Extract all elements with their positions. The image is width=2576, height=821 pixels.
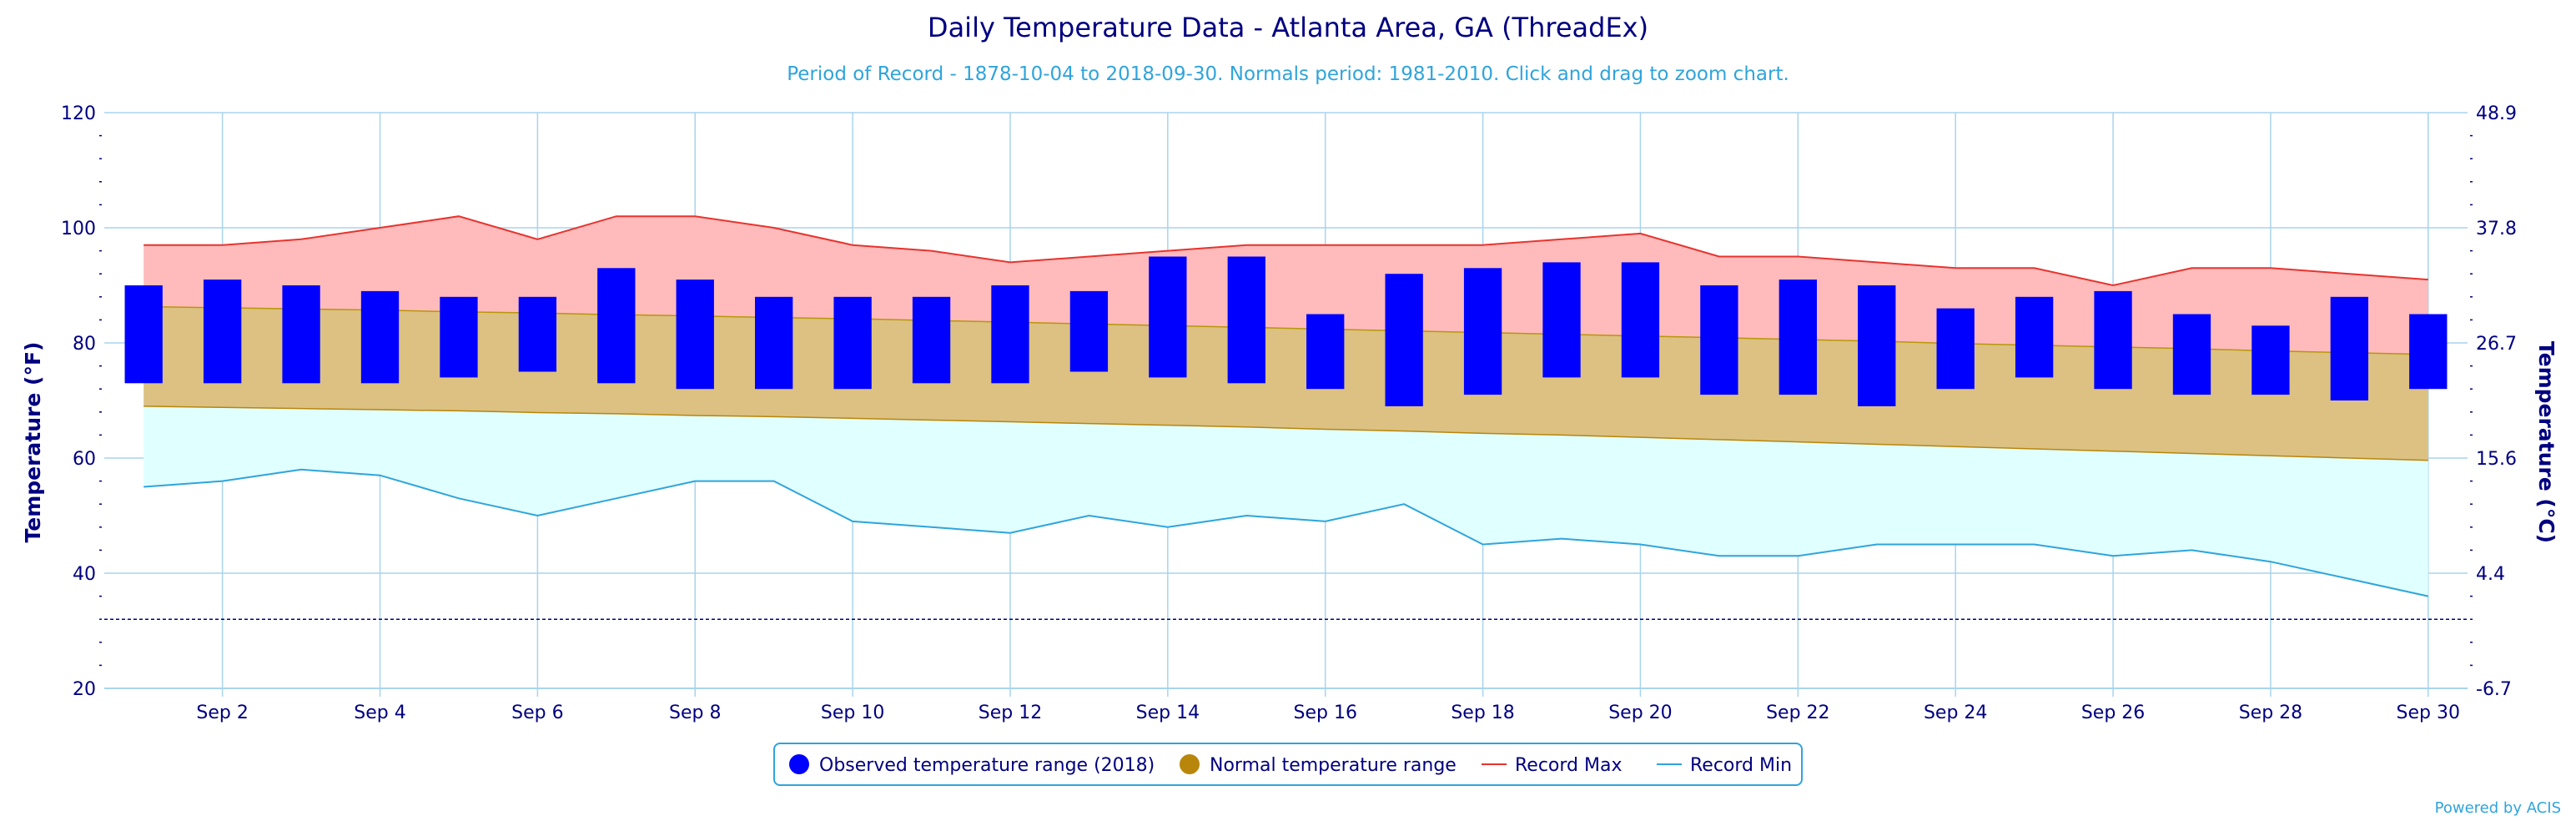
record-max-line [143,215,2428,287]
axes: Sep 2 Sep 4 Sep 6 Sep 8 Sep 10 Sep 12 Sep 14 Se… [61,103,2517,723]
y-tick-label-right: 4.4 [2476,564,2505,585]
x-tick-label: Sep 18 [1451,703,1514,723]
observed-range-bar [597,268,636,384]
y-tick-label-right: 15.6 [2476,449,2517,470]
x-tick-label: Sep 24 [1924,703,1987,723]
legend-observed-marker [789,754,809,774]
observed-range-bar [2409,314,2448,390]
observed-range-bar [2172,314,2211,395]
x-tick-label: Sep 6 [511,703,563,723]
record-min-line [143,468,2428,597]
observed-range-bar [282,285,320,384]
legend-observed-label[interactable]: Observed temperature range (2018) [819,755,1155,776]
x-tick-label: Sep 10 [821,703,884,723]
normal-range-band [143,306,2428,461]
observed-range-bar [1779,280,1817,395]
observed-bars [124,256,2448,406]
y-tick-label-right: 26.7 [2476,334,2517,355]
legend-box [773,743,1803,786]
observed-range-bar [912,296,951,384]
observed-range-bar [2094,290,2132,390]
x-tick-label: Sep 28 [2239,703,2302,723]
x-tick-label: Sep 14 [1136,703,1200,723]
below-normal-band [143,405,2428,597]
chart-title: Daily Temperature Data - Atlanta Area, G… [928,12,1648,43]
y-tick-label-right: 37.8 [2476,219,2517,239]
observed-range-bar [1621,262,1660,378]
observed-range-bar [360,290,400,384]
y-tick-label-left: 120 [61,103,96,124]
y-tick-label-left: 60 [73,449,96,470]
x-tick-label: Sep 30 [2397,703,2460,723]
y-axis-title-left: Temperature (°F) [21,342,45,543]
chart-subtitle: Period of Record - 1878-10-04 to 2018-09… [787,63,1789,85]
x-tick-label: Sep 16 [1293,703,1356,723]
bands [143,216,2428,597]
legend-normal-marker [1180,754,1200,774]
observed-range-bar [1149,256,1187,378]
observed-range-bar [1069,290,1109,372]
legend-record-min-label[interactable]: Record Min [1690,755,1792,776]
observed-range-bar [2015,296,2054,378]
observed-range-bar [1227,256,1265,384]
x-tick-label: Sep 26 [2081,703,2145,723]
y-tick-label-left: 40 [73,564,96,585]
x-tick-label: Sep 4 [354,703,405,723]
x-tick-label: Sep 8 [669,703,721,723]
y-tick-label-right: 48.9 [2476,103,2517,124]
x-tick-label: Sep 2 [196,703,248,723]
observed-range-bar [124,285,163,384]
legend-normal-label[interactable]: Normal temperature range [1210,755,1457,776]
observed-range-bar [2251,325,2290,395]
legend-record-max-label[interactable]: Record Max [1515,755,1623,776]
observed-range-bar [1463,268,1502,395]
observed-range-bar [755,296,793,390]
observed-range-bar [1385,274,1423,406]
legend: Observed temperature range (2018) Normal… [773,743,1803,786]
normal-low-line [143,405,2428,461]
observed-range-bar [1306,314,1345,390]
observed-range-bar [991,285,1029,384]
x-tick-label: Sep 20 [1608,703,1672,723]
y-axis-title-right: Temperature (°C) [2534,341,2558,543]
observed-range-bar [833,296,872,390]
y-tick-label-left: 20 [73,679,96,700]
observed-range-bar [1542,262,1581,378]
observed-range-bar [1700,285,1738,395]
observed-range-bar [1936,308,1975,390]
observed-range-bar [2330,296,2369,400]
observed-range-bar [440,296,478,378]
observed-range-bar [676,280,714,390]
observed-range-bar [518,296,557,372]
powered-by-credit[interactable]: Powered by ACIS [2435,799,2561,817]
observed-range-bar [1858,285,1896,406]
observed-range-bar [203,280,242,384]
x-tick-label: Sep 12 [979,703,1042,723]
x-tick-label: Sep 22 [1766,703,1829,723]
y-tick-label-right: -6.7 [2476,679,2512,700]
record-high-band [143,216,2428,355]
y-tick-label-left: 100 [61,219,96,239]
y-tick-label-left: 80 [73,334,96,355]
